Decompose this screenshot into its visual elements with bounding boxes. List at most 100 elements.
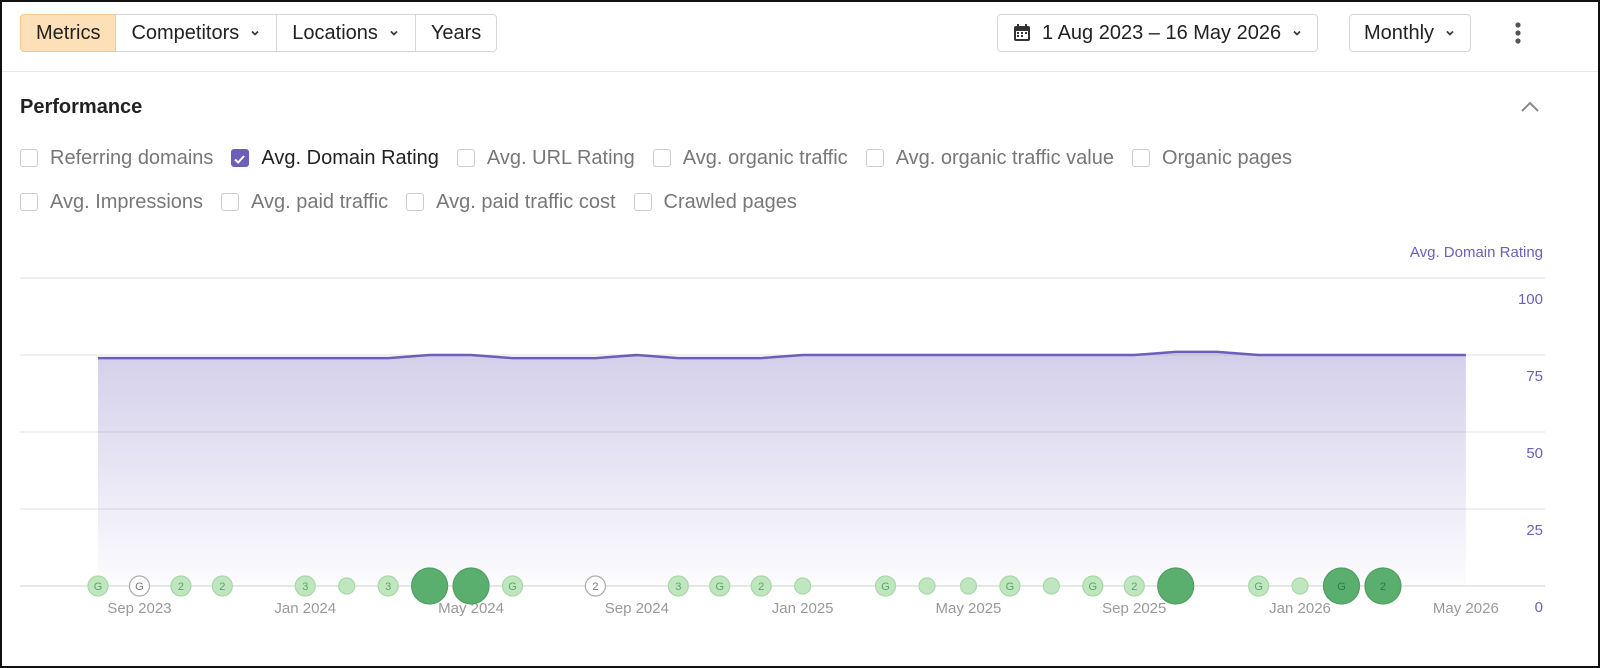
y-tick-label: 25	[1526, 522, 1543, 539]
event-label: 2	[1380, 581, 1386, 593]
event-label: 2	[758, 581, 764, 593]
calendar-icon	[1014, 24, 1030, 41]
checkbox[interactable]	[221, 193, 240, 211]
metric-toggle[interactable]: Avg. organic traffic value	[865, 144, 1114, 172]
tab-label: Locations	[292, 21, 378, 44]
x-tick-label: May 2025	[936, 600, 1002, 617]
event-marker	[667, 575, 689, 597]
chevron-down	[251, 30, 259, 36]
metric-label: Referring domains	[50, 146, 214, 169]
event-marker	[750, 575, 772, 597]
tab-label: Years	[430, 21, 482, 44]
metric-toggle[interactable]: Avg. organic traffic	[652, 144, 848, 172]
event-label: 2	[592, 581, 598, 593]
metric-label: Avg. paid traffic	[251, 190, 389, 213]
event-label: G	[1006, 581, 1015, 593]
chart: Avg. Domain Rating 0 25 50 75 100 Sep 2023 Jan…	[20, 244, 1545, 617]
event-marker	[584, 575, 607, 597]
x-tick-label: Jan 2024	[274, 600, 336, 617]
interval: Monthly	[1364, 21, 1435, 44]
x-tick-label: Sep 2025	[1102, 600, 1166, 617]
event-label: G	[1337, 581, 1346, 593]
event-marker	[452, 567, 490, 605]
event-marker	[1322, 567, 1361, 605]
metric-toggle[interactable]: Crawled pages	[633, 188, 797, 216]
event-label: G	[715, 581, 724, 593]
event-marker	[377, 575, 399, 597]
metric-toggle[interactable]: Avg. Impressions	[20, 188, 203, 216]
more-menu[interactable]	[1508, 20, 1528, 46]
event-marker	[794, 577, 812, 595]
checkbox[interactable]	[231, 149, 250, 167]
y-tick-label: 75	[1526, 368, 1543, 385]
event-marker	[170, 575, 192, 597]
checkbox[interactable]	[20, 149, 38, 167]
metric-toggle[interactable]: Avg. paid traffic cost	[406, 188, 616, 216]
metric-toggle[interactable]: Avg. URL Rating	[456, 144, 635, 172]
event-marker	[1364, 567, 1402, 605]
event-label: G	[508, 581, 517, 593]
divider	[2, 71, 1598, 72]
check-mark	[234, 155, 246, 164]
metric-label: Avg. Domain Rating	[261, 146, 439, 169]
interval-button[interactable]: Monthly	[1349, 14, 1472, 52]
metric-toggle[interactable]: Avg. paid traffic	[221, 188, 388, 216]
checkbox[interactable]	[652, 149, 671, 167]
metric-label: Avg. organic traffic	[682, 146, 848, 169]
line	[98, 350, 1466, 360]
event-marker	[294, 575, 316, 597]
metric-label: Crawled pages	[663, 190, 797, 213]
x-tick-label: Sep 2024	[605, 600, 669, 617]
x-tick-label: Sep 2023	[107, 600, 171, 617]
chevron-down	[1293, 30, 1301, 36]
metric-label: Avg. URL Rating	[486, 146, 635, 169]
event-label: 2	[219, 581, 225, 593]
metric-label: Avg. organic traffic value	[895, 146, 1114, 169]
event-marker	[411, 567, 449, 605]
area	[98, 351, 1466, 586]
event-marker	[87, 575, 109, 597]
event-label: 3	[385, 581, 391, 593]
checkbox[interactable]	[865, 149, 884, 167]
event-label: G	[1089, 581, 1098, 593]
event-marker	[709, 575, 731, 597]
x-tick-label: Jan 2026	[1269, 600, 1331, 617]
date-range-button[interactable]: 1 Aug 2023 – 16 May 2026	[997, 14, 1319, 52]
checkbox[interactable]	[456, 149, 475, 167]
checkbox[interactable]	[406, 193, 425, 211]
event-marker	[211, 575, 233, 597]
event-marker	[128, 575, 151, 597]
metric-toggle[interactable]: Referring domains	[20, 144, 213, 172]
event-label: 3	[302, 581, 308, 593]
x-tick-label: May 2024	[438, 600, 504, 617]
tab[interactable]: Years	[415, 14, 498, 52]
event-marker	[1042, 577, 1060, 595]
tab[interactable]: Metrics	[20, 14, 117, 52]
tab[interactable]: Locations	[277, 14, 416, 52]
event-label: 2	[1131, 581, 1137, 593]
event-label: G	[135, 581, 144, 593]
x-tick-label: Jan 2025	[772, 600, 834, 617]
metric-label: Avg. paid traffic cost	[436, 190, 616, 213]
tab[interactable]: Competitors	[116, 14, 278, 52]
y-tick-label: 50	[1526, 445, 1543, 462]
event-marker	[338, 577, 356, 595]
tab-label: Metrics	[36, 21, 101, 44]
toolbar: Metrics Competitors Locations Years	[20, 14, 498, 52]
event-marker	[1291, 577, 1309, 595]
metric-toggle[interactable]: Organic pages	[1131, 144, 1292, 172]
event-marker	[1123, 575, 1145, 597]
event-marker	[959, 577, 978, 595]
event-marker	[918, 577, 936, 595]
event-label: G	[1254, 581, 1263, 593]
date-range: 1 Aug 2023 – 16 May 2026	[1042, 21, 1282, 44]
checkbox[interactable]	[20, 193, 38, 211]
metric-toggle[interactable]: Avg. Domain Rating	[231, 144, 439, 172]
event-label: 3	[675, 581, 681, 593]
event-marker	[999, 575, 1021, 597]
collapse-button[interactable]	[1518, 98, 1542, 116]
checkbox[interactable]	[1131, 149, 1150, 167]
checkbox[interactable]	[633, 193, 652, 211]
